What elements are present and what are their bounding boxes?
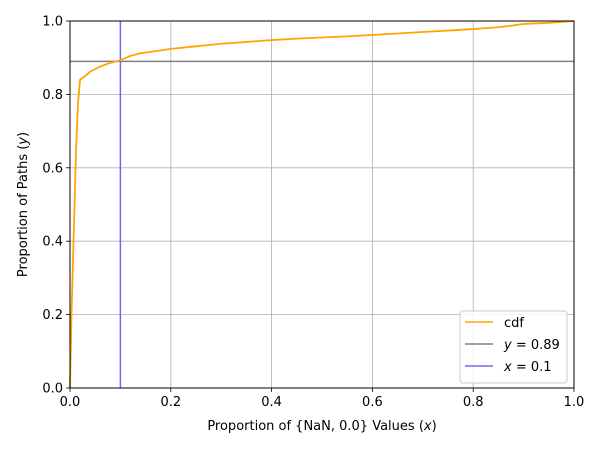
legend-box [459,310,568,384]
y-tick-label: 0.6 [42,161,63,176]
y-tick-label: 0.0 [42,382,63,397]
y-axis-label: Proportion of Paths (y) [16,132,31,277]
x-tick-label: 0.0 [60,395,81,410]
legend-label-cdf: cdf [504,316,524,331]
x-tick-label: 0.2 [160,395,181,410]
y-tick-label: 0.4 [42,235,63,250]
legend-horizontal-rest: = 0.89 [512,338,560,353]
x-axis-label-variable: x [423,419,432,434]
legend-label-horizontal-line: y = 0.89 [503,338,560,353]
y-axis-label-close: ) [16,132,31,137]
plot-frame [69,20,575,389]
grid [69,20,575,389]
reference-lines [70,21,574,388]
y-axis-label-text: Proportion of Paths ( [16,145,31,277]
x-tick-label: 1.0 [564,395,585,410]
x-axis-label: Proportion of {NaN, 0.0} Values (x) [207,419,436,434]
legend-vertical-var: x [503,360,512,375]
legend-vertical-rest: = 0.1 [512,360,552,375]
y-tick-label: 1.0 [42,15,63,30]
axis-ticks: 0.0 0.2 0.4 0.6 0.8 1.0 0.0 0.2 0.4 0.6 0.8 1.0 [42,15,584,411]
x-axis-label-text: Proportion of {NaN, 0.0} Values ( [207,419,424,434]
series-line-cdf [69,20,575,389]
y-tick-label: 0.2 [42,308,63,323]
y-tick-label: 0.8 [42,88,63,103]
legend-label-vertical-line: x = 0.1 [503,360,552,375]
series-layer [69,20,575,389]
x-tick-label: 0.6 [362,395,383,410]
y-axis-label-variable: y [16,137,31,146]
x-tick-label: 0.8 [463,395,484,410]
legend: cdf y = 0.89 x = 0.1 [459,310,568,384]
legend-horizontal-var: y [503,338,512,353]
x-axis-label-close: ) [432,419,437,434]
x-tick-label: 0.4 [261,395,282,410]
